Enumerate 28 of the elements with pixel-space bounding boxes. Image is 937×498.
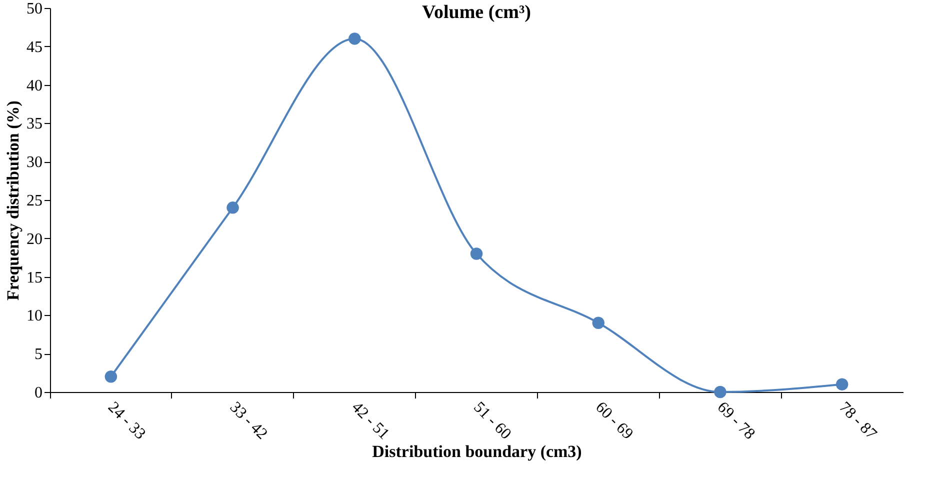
- point: [470, 248, 483, 260]
- x-tick-label: 51 - 60: [470, 398, 514, 443]
- point: [348, 32, 361, 45]
- point: [714, 386, 726, 398]
- y-tick-label: 20: [26, 230, 42, 248]
- y-tick-label: 10: [26, 308, 42, 325]
- y-tick-label: 25: [26, 192, 42, 210]
- y-tick-label: 35: [26, 116, 42, 133]
- y-tick-label: 0: [34, 384, 42, 402]
- y-tick-label: 40: [26, 77, 42, 94]
- x-tick-label: 42 - 51: [348, 398, 392, 443]
- point: [226, 202, 239, 214]
- y-tick-label: 30: [26, 154, 42, 172]
- x-tick-label: 24 - 33: [104, 398, 149, 443]
- y-tick-label: 50: [26, 0, 42, 18]
- y-tick-label: 15: [26, 269, 42, 286]
- x-axis-title: Distribution boundary (cm3): [372, 442, 582, 462]
- point: [592, 316, 604, 329]
- x-tick-label: 78 - 87: [836, 398, 880, 443]
- y-tick-label: 45: [26, 38, 42, 56]
- x-tick-label: 69 - 78: [714, 398, 758, 443]
- y-axis-title: Frequency distribution (%): [4, 100, 22, 300]
- point: [104, 370, 118, 383]
- x-tick-label: 60 - 69: [592, 398, 636, 443]
- x-tick-label: 33 - 42: [226, 398, 270, 443]
- point: [836, 378, 848, 390]
- y-tick-label: 5: [34, 346, 42, 364]
- chart-title: Volume (cm³): [422, 2, 531, 23]
